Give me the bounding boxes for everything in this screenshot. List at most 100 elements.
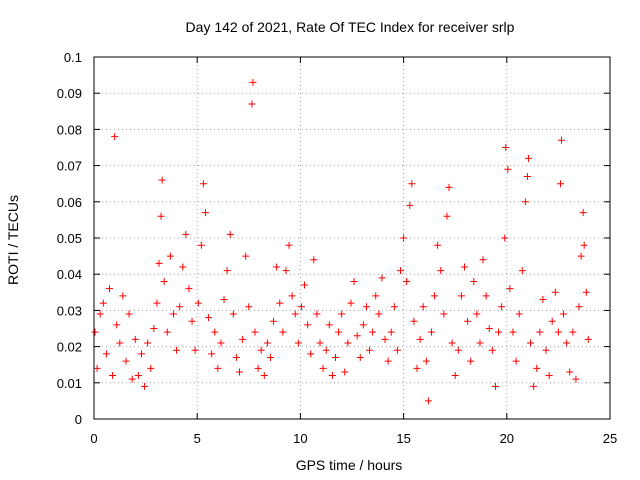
data-point: [226, 230, 234, 238]
data-point: [563, 339, 571, 347]
data-point: [131, 335, 139, 343]
data-point: [584, 335, 592, 343]
data-point: [194, 299, 202, 307]
data-point: [502, 144, 510, 151]
data-point: [191, 346, 199, 354]
data-point: [125, 310, 133, 318]
data-point: [545, 372, 553, 380]
data-point: [319, 364, 327, 372]
chart-title: Day 142 of 2021, Rate Of TEC Index for r…: [186, 19, 515, 35]
data-point: [403, 277, 411, 285]
data-point: [232, 353, 240, 361]
data-point: [211, 328, 219, 336]
data-point: [301, 281, 309, 289]
data-point: [400, 234, 408, 242]
data-point: [457, 292, 465, 300]
data-point: [353, 332, 361, 340]
data-point: [279, 328, 287, 336]
data-point: [99, 299, 107, 307]
data-point: [153, 299, 161, 307]
data-point: [501, 234, 509, 242]
data-point: [375, 310, 383, 318]
data-point: [188, 317, 196, 325]
data-point: [548, 317, 556, 325]
data-point: [147, 364, 155, 372]
y-axis-title: ROTI / TECUs: [5, 195, 21, 285]
tick-labels: 0 0.01 0.02 0.03 0.04 0.05 0.06 0.07 0.08 0.09 0.1…: [57, 50, 618, 446]
data-point: [341, 368, 349, 376]
data-point: [137, 350, 145, 358]
data-point: [263, 339, 271, 347]
data-point: [476, 339, 484, 347]
data-point: [229, 310, 237, 318]
data-point: [577, 252, 585, 260]
data-point: [282, 267, 290, 275]
data-point: [448, 339, 456, 347]
data-point: [119, 292, 127, 300]
data-point: [551, 288, 559, 296]
data-point: [322, 346, 330, 354]
data-point: [288, 292, 296, 300]
data-point: [254, 364, 262, 372]
data-point: [539, 296, 547, 304]
data-point: [557, 136, 565, 144]
data-point: [408, 180, 416, 188]
data-point: [325, 321, 333, 329]
data-point: [338, 310, 346, 318]
data-point: [362, 303, 370, 311]
data-point: [344, 339, 352, 347]
data-point: [427, 328, 435, 336]
y-tick-label: 0.04: [57, 267, 82, 282]
data-point: [554, 328, 562, 336]
data-point: [316, 339, 324, 347]
data-point: [560, 310, 568, 318]
data-point: [422, 357, 430, 365]
data-point: [419, 303, 427, 311]
data-point: [393, 346, 401, 354]
y-tick-label: 0.01: [57, 376, 82, 391]
data-points: [91, 78, 592, 405]
data-point: [141, 382, 149, 390]
data-point: [163, 328, 171, 336]
data-point: [157, 212, 165, 220]
data-point: [482, 292, 490, 300]
data-point: [387, 328, 395, 336]
data-point: [96, 310, 104, 318]
data-point: [580, 241, 588, 249]
data-point: [208, 350, 216, 358]
data-point: [451, 372, 459, 380]
y-tick-label: 0.1: [64, 50, 82, 65]
data-point: [328, 372, 336, 380]
data-point: [93, 364, 101, 372]
data-point: [214, 364, 222, 372]
y-tick-label: 0.07: [57, 159, 82, 174]
data-point: [223, 267, 231, 275]
data-point: [242, 252, 250, 260]
data-point: [239, 335, 247, 343]
data-point: [350, 277, 358, 285]
data-point: [498, 303, 506, 311]
data-point: [366, 346, 374, 354]
data-point: [479, 256, 487, 264]
data-point: [406, 201, 414, 209]
data-point: [488, 346, 496, 354]
data-point: [369, 328, 377, 336]
data-point: [294, 339, 302, 347]
data-point: [437, 267, 445, 275]
data-point: [313, 310, 321, 318]
data-point: [245, 303, 253, 311]
data-point: [440, 310, 448, 318]
data-point: [533, 364, 541, 372]
data-point: [464, 317, 472, 325]
x-tick-label: 5: [194, 431, 201, 446]
data-point: [384, 357, 392, 365]
data-point: [201, 209, 209, 217]
data-point: [144, 339, 152, 347]
data-point: [248, 100, 256, 108]
data-point: [566, 368, 574, 376]
data-point: [176, 303, 184, 311]
data-point: [220, 296, 228, 304]
data-point: [182, 230, 190, 238]
